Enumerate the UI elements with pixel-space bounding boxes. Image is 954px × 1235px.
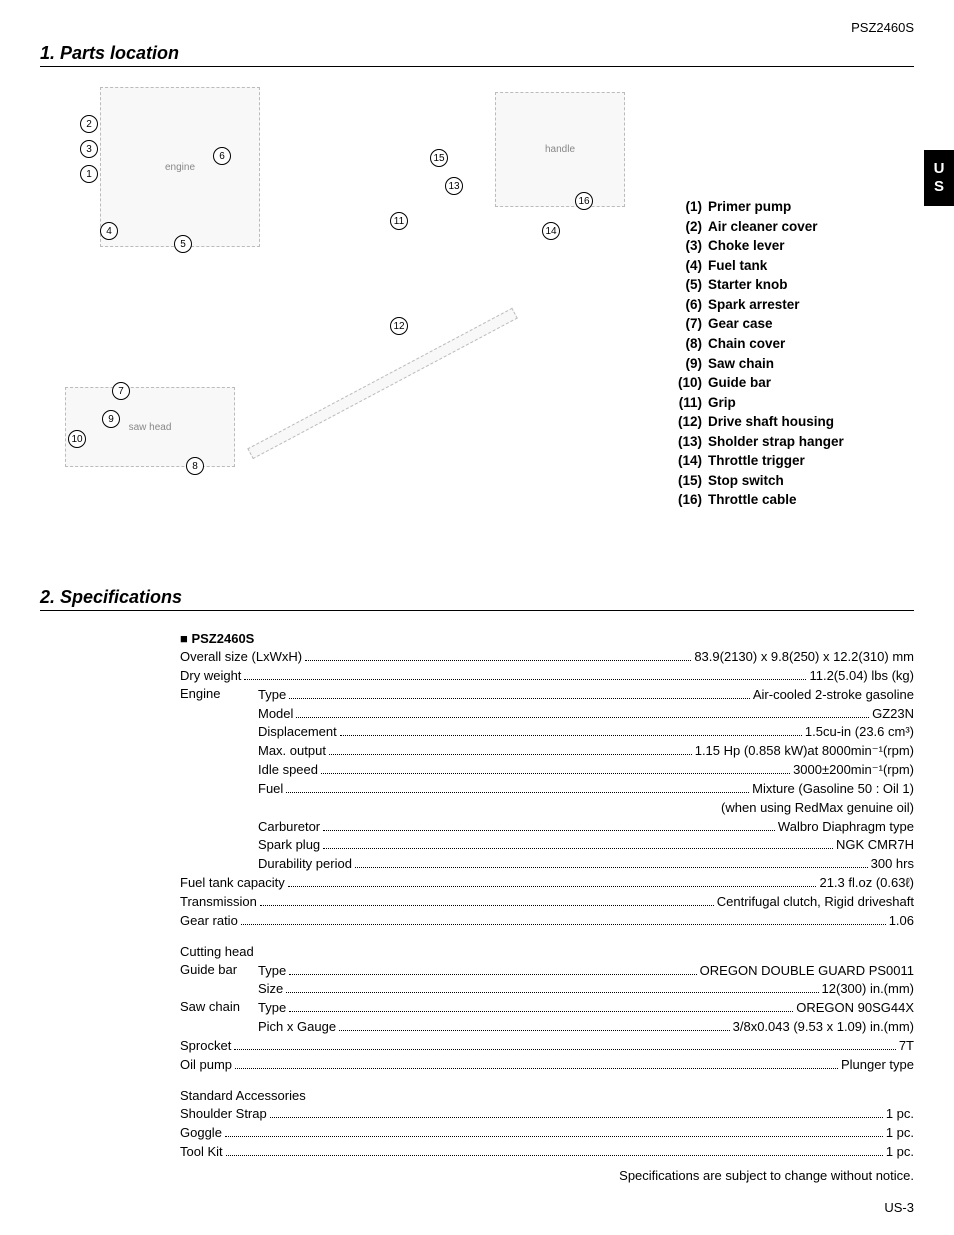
spec-row: Overall size (LxWxH)83.9(2130) x 9.8(250… bbox=[180, 648, 914, 667]
engine-diagram: engine bbox=[100, 87, 260, 247]
guidebar-label: Guide bar bbox=[180, 962, 258, 1000]
sawchain-label: Saw chain bbox=[180, 999, 258, 1037]
side-tab-u: U bbox=[924, 160, 954, 178]
parts-list-item: (6)Spark arrester bbox=[674, 295, 914, 315]
spec-row: Max. output1.15 Hp (0.858 kW)at 8000min⁻… bbox=[258, 742, 914, 761]
section2-title: 2. Specifications bbox=[40, 587, 914, 611]
parts-list-item: (2)Air cleaner cover bbox=[674, 217, 914, 237]
callout-14: 14 bbox=[542, 222, 560, 240]
parts-list-item: (15)Stop switch bbox=[674, 471, 914, 491]
spec-row: Pich x Gauge3/8x0.043 (9.53 x 1.09) in.(… bbox=[258, 1018, 914, 1037]
spec-row: Idle speed3000±200min⁻¹(rpm) bbox=[258, 761, 914, 780]
spec-row: Shoulder Strap1 pc. bbox=[180, 1105, 914, 1124]
spec-row: TypeOREGON 90SG44X bbox=[258, 999, 914, 1018]
spec-row: Sprocket7T bbox=[180, 1037, 914, 1056]
spec-row: FuelMixture (Gasoline 50 : Oil 1) bbox=[258, 780, 914, 799]
page-number: US-3 bbox=[884, 1200, 914, 1215]
disclaimer: Specifications are subject to change wit… bbox=[180, 1168, 914, 1183]
callout-5: 5 bbox=[174, 235, 192, 253]
spec-row: Goggle1 pc. bbox=[180, 1124, 914, 1143]
spec-row: Spark plugNGK CMR7H bbox=[258, 836, 914, 855]
parts-list-item: (3)Choke lever bbox=[674, 236, 914, 256]
callout-7: 7 bbox=[112, 382, 130, 400]
parts-list-item: (10)Guide bar bbox=[674, 373, 914, 393]
section1-title: 1. Parts location bbox=[40, 43, 914, 67]
parts-list-item: (1)Primer pump bbox=[674, 197, 914, 217]
side-tab: U S bbox=[924, 150, 954, 206]
spec-block: PSZ2460S Overall size (LxWxH)83.9(2130) … bbox=[180, 631, 914, 1183]
parts-list-item: (12)Drive shaft housing bbox=[674, 412, 914, 432]
spec-row: Tool Kit1 pc. bbox=[180, 1143, 914, 1162]
engine-label: Engine bbox=[180, 686, 258, 799]
spec-row: TypeAir-cooled 2-stroke gasoline bbox=[258, 686, 914, 705]
spec-model: PSZ2460S bbox=[180, 631, 914, 646]
parts-list-item: (11)Grip bbox=[674, 393, 914, 413]
callout-3: 3 bbox=[80, 140, 98, 158]
spec-row: Fuel tank capacity21.3 fl.oz (0.63ℓ) bbox=[180, 874, 914, 893]
diagram-area: engine handle saw head 12345678910111213… bbox=[40, 87, 674, 537]
parts-list: (1)Primer pump(2)Air cleaner cover(3)Cho… bbox=[674, 87, 914, 510]
handle-diagram: handle bbox=[495, 92, 625, 207]
parts-list-item: (13)Sholder strap hanger bbox=[674, 432, 914, 452]
parts-list-item: (5)Starter knob bbox=[674, 275, 914, 295]
callout-10: 10 bbox=[68, 430, 86, 448]
callout-16: 16 bbox=[575, 192, 593, 210]
parts-area: engine handle saw head 12345678910111213… bbox=[40, 87, 914, 547]
parts-list-item: (7)Gear case bbox=[674, 314, 914, 334]
spec-row: ModelGZ23N bbox=[258, 705, 914, 724]
callout-15: 15 bbox=[430, 149, 448, 167]
spec-row: TransmissionCentrifugal clutch, Rigid dr… bbox=[180, 893, 914, 912]
parts-list-item: (4)Fuel tank bbox=[674, 256, 914, 276]
callout-11: 11 bbox=[390, 212, 408, 230]
callout-1: 1 bbox=[80, 165, 98, 183]
spec-row: CarburetorWalbro Diaphragm type bbox=[258, 818, 914, 837]
parts-list-item: (16)Throttle cable bbox=[674, 490, 914, 510]
callout-4: 4 bbox=[100, 222, 118, 240]
shaft-diagram bbox=[247, 308, 518, 459]
callout-2: 2 bbox=[80, 115, 98, 133]
parts-list-item: (8)Chain cover bbox=[674, 334, 914, 354]
callout-12: 12 bbox=[390, 317, 408, 335]
parts-list-item: (14)Throttle trigger bbox=[674, 451, 914, 471]
spec-row: Durability period300 hrs bbox=[258, 855, 914, 874]
callout-9: 9 bbox=[102, 410, 120, 428]
callout-8: 8 bbox=[186, 457, 204, 475]
side-tab-s: S bbox=[924, 178, 954, 196]
fuel-note: (when using RedMax genuine oil) bbox=[180, 799, 914, 818]
callout-13: 13 bbox=[445, 177, 463, 195]
spec-row: Dry weight11.2(5.04) lbs (kg) bbox=[180, 667, 914, 686]
callout-6: 6 bbox=[213, 147, 231, 165]
spec-row: Size12(300) in.(mm) bbox=[258, 980, 914, 999]
spec-row: Gear ratio1.06 bbox=[180, 912, 914, 931]
accessories-label: Standard Accessories bbox=[180, 1087, 914, 1106]
spec-row: Displacement1.5cu-in (23.6 cm³) bbox=[258, 723, 914, 742]
parts-list-item: (9)Saw chain bbox=[674, 354, 914, 374]
spec-row: Oil pumpPlunger type bbox=[180, 1056, 914, 1075]
saw-diagram: saw head bbox=[65, 387, 235, 467]
spec-row: TypeOREGON DOUBLE GUARD PS0011 bbox=[258, 962, 914, 981]
header-model: PSZ2460S bbox=[40, 20, 914, 35]
cutting-head-label: Cutting head bbox=[180, 943, 914, 962]
